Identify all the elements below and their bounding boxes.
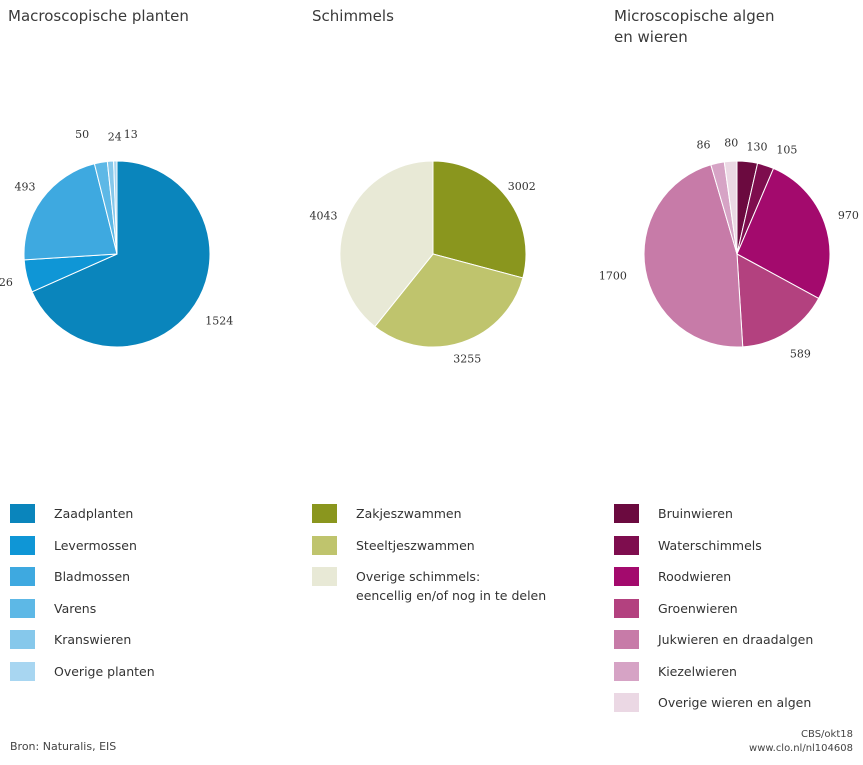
legend-swatch <box>10 661 35 681</box>
legend-swatch <box>614 598 639 618</box>
legend-swatch <box>10 630 35 649</box>
legend-label: Zakjeszwammen <box>356 506 462 521</box>
pie-label-2-0: 130 <box>747 141 768 154</box>
pie-slice-2-4 <box>643 164 744 348</box>
chart-title-schimmels: Schimmels <box>312 7 394 25</box>
legend-swatch <box>614 630 639 649</box>
legend-swatch <box>312 567 337 586</box>
legend-swatch <box>312 535 337 555</box>
pie-label-0-3: 50 <box>75 128 89 141</box>
legend-swatch <box>10 504 35 523</box>
legend-label: Varens <box>54 600 97 616</box>
pie-chart-2: 130 105 970 589 1700 86 80 <box>599 136 859 360</box>
legend-label: Groenwieren <box>658 600 738 616</box>
pie-label-0-5: 13 <box>124 128 138 141</box>
legend-swatch <box>10 535 35 555</box>
pie-label-0-1: 126 <box>0 276 13 289</box>
pie-label-1-1: 3255 <box>453 353 481 366</box>
legend-label: Overige planten <box>54 663 155 679</box>
legend-label: Bladmossen <box>54 569 131 584</box>
legend-label: Bruinwieren <box>658 506 733 521</box>
pie-label-2-4: 1700 <box>599 270 627 283</box>
pie-label-1-0: 3002 <box>508 180 536 193</box>
legend-label: Overige wieren en algen <box>658 695 812 710</box>
legend-swatch <box>614 504 639 523</box>
pie-slice-1-0 <box>432 160 527 279</box>
pie-label-2-6: 80 <box>724 136 738 149</box>
pie-chart-1: 3002 3255 4043 <box>310 160 536 366</box>
legend-swatch <box>312 504 337 523</box>
pie-label-2-5: 86 <box>697 139 711 152</box>
pie-label-2-2: 970 <box>838 209 859 222</box>
legend-swatch <box>614 661 639 681</box>
credit-note: CBS/okt18 www.clo.nl/nl104608 <box>749 728 853 756</box>
legend-label: Jukwieren en draadalgen <box>658 632 814 647</box>
pie-label-0-2: 493 <box>15 181 36 194</box>
legend-swatch <box>10 598 35 618</box>
legend-label: Overige schimmels: eencellig en/of nog in… <box>356 569 547 603</box>
pie-label-2-1: 105 <box>776 143 797 156</box>
pie-slice-2-2 <box>736 167 831 300</box>
pie-slice-1-2 <box>339 160 434 328</box>
legend-swatch <box>614 567 639 586</box>
pie-label-0-0: 1524 <box>205 315 233 328</box>
pie-label-2-3: 589 <box>790 348 811 361</box>
legend-label: Kranswieren <box>54 632 132 647</box>
credit-line-2: www.clo.nl/nl104608 <box>749 743 853 754</box>
chart-title-planten: Macroscopische planten <box>8 7 189 25</box>
legend-swatch <box>614 535 639 555</box>
source-note: Bron: Naturalis, EIS <box>10 740 117 753</box>
legend-label: Steeltjeszwammen <box>356 537 475 553</box>
chart-title-algen-line-2: en wieren <box>614 28 688 46</box>
pie-label-1-2: 4043 <box>310 210 338 223</box>
legend-label: Kiezelwieren <box>658 663 737 679</box>
pie-slice-0-5 <box>113 160 118 255</box>
pie-slice-2-3 <box>736 253 820 348</box>
pie-slice-1-1 <box>374 253 524 348</box>
legend-swatch <box>614 693 639 712</box>
chart-title-algen: Microscopische algen en wieren <box>614 6 834 48</box>
legend-swatch <box>10 567 35 586</box>
legend-label: Roodwieren <box>658 569 732 584</box>
pie-slice-0-0 <box>31 160 211 348</box>
credit-line-1: CBS/okt18 <box>801 729 853 740</box>
legend-label: Waterschimmels <box>658 537 762 553</box>
legend-label: Levermossen <box>54 537 137 553</box>
legend-label: Zaadplanten <box>54 506 134 521</box>
pie-slice-2-6 <box>723 160 738 255</box>
pie-label-0-4: 24 <box>108 130 122 143</box>
pie-slice-0-2 <box>23 163 118 261</box>
chart-title-algen-line-1: Microscopische algen <box>614 7 775 25</box>
